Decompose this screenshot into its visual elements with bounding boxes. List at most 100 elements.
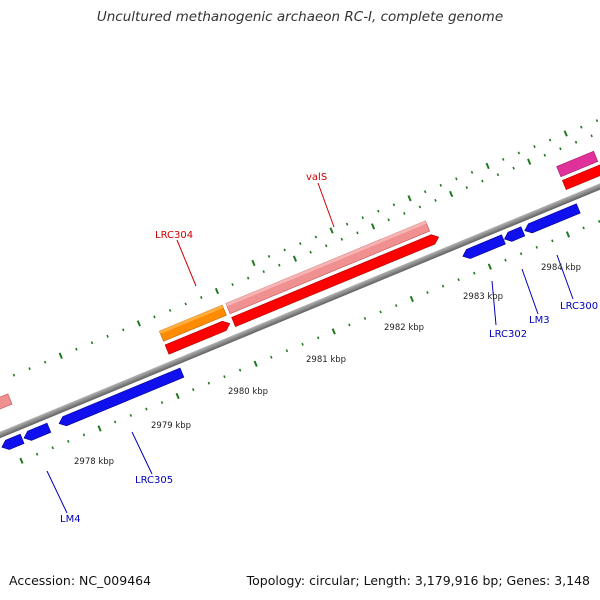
- tick-major: [563, 130, 568, 137]
- scale-label-2981: 2981 kbp: [306, 355, 346, 365]
- leader-lrc304: [176, 239, 197, 287]
- tick-minor: [262, 270, 265, 274]
- tick-major: [214, 287, 220, 295]
- scale-label-2983: 2983 kbp: [463, 292, 503, 302]
- tick-minor: [496, 173, 500, 177]
- gene-lrc302[interactable]: [461, 234, 506, 261]
- tick-minor: [379, 310, 382, 314]
- tick-minor: [283, 248, 286, 252]
- tick-major: [19, 457, 24, 464]
- tick-minor: [377, 209, 380, 213]
- label-vals[interactable]: valS: [306, 172, 327, 183]
- gene-lrc304-orange[interactable]: [158, 304, 227, 342]
- tick-minor: [481, 179, 484, 183]
- tick-row-inner: [19, 219, 600, 464]
- tick-minor: [439, 183, 443, 187]
- tick-major: [329, 227, 334, 234]
- label-lrc304[interactable]: LRC304: [155, 230, 193, 241]
- tick-minor: [423, 190, 427, 194]
- tick-minor: [270, 355, 273, 359]
- tick-major: [449, 190, 454, 198]
- scale-label-2978: 2978 kbp: [74, 457, 114, 467]
- gene-magenta[interactable]: [556, 150, 599, 178]
- tick-minor: [519, 252, 523, 256]
- leader-lrc305: [131, 431, 153, 475]
- tick-minor: [122, 328, 125, 332]
- genome-backbone: [0, 172, 600, 446]
- gene-vals-red[interactable]: [231, 232, 441, 328]
- tick-minor: [403, 211, 406, 215]
- tick-minor: [590, 134, 593, 138]
- tick-major: [331, 328, 336, 335]
- gene-lm4-blue[interactable]: [0, 433, 25, 452]
- tick-minor: [90, 341, 94, 345]
- tick-minor: [533, 144, 536, 149]
- tick-minor: [356, 231, 359, 235]
- label-lrc305[interactable]: LRC305: [135, 475, 173, 486]
- label-lrc302[interactable]: LRC302: [489, 329, 527, 340]
- tick-minor: [106, 334, 109, 338]
- tick-minor: [504, 258, 507, 262]
- tick-major: [527, 158, 532, 165]
- tick-major: [292, 255, 298, 262]
- tick-minor: [200, 295, 203, 300]
- leader-lrc300: [556, 254, 574, 300]
- genome-summary: Topology: circular; Length: 3,179,916 bp…: [246, 573, 590, 588]
- gene-lrc305-small[interactable]: [22, 422, 52, 443]
- tick-minor: [160, 401, 164, 405]
- tick-minor: [535, 245, 538, 249]
- gene-lrc300[interactable]: [523, 203, 581, 235]
- tick-minor: [43, 360, 47, 364]
- label-lrc300[interactable]: LRC300: [560, 301, 598, 312]
- tick-major: [487, 263, 492, 270]
- tick-minor: [457, 278, 460, 282]
- tick-minor: [426, 291, 429, 294]
- tick-minor: [153, 315, 156, 319]
- gene-lm4[interactable]: [0, 393, 13, 416]
- tick-minor: [113, 420, 117, 424]
- tick-minor: [559, 147, 562, 151]
- tick-minor: [223, 375, 226, 379]
- tick-minor: [238, 368, 242, 372]
- tick-major: [253, 360, 258, 367]
- tick-minor: [465, 186, 468, 189]
- tick-minor: [434, 198, 437, 202]
- tick-row-outer: [12, 134, 593, 377]
- gene-vals[interactable]: [225, 220, 431, 315]
- tick-major: [407, 195, 412, 202]
- tick-major: [175, 392, 180, 400]
- tick-minor: [207, 381, 211, 385]
- tick-major: [485, 162, 490, 170]
- tick-minor: [473, 271, 476, 275]
- tick-minor: [517, 151, 521, 155]
- tick-major: [370, 223, 376, 230]
- label-lm3[interactable]: LM3: [529, 315, 550, 326]
- gene-lrc304-red[interactable]: [164, 319, 232, 355]
- gene-lrc305[interactable]: [57, 367, 185, 428]
- leader-vals: [317, 182, 335, 228]
- gene-red-right[interactable]: [561, 146, 600, 191]
- tick-minor: [246, 276, 250, 280]
- tick-minor: [418, 205, 422, 209]
- tick-minor: [392, 203, 396, 207]
- tick-minor: [361, 216, 364, 220]
- tick-minor: [441, 284, 445, 288]
- accession-label: Accession: NC_009464: [9, 573, 152, 588]
- tick-minor: [301, 342, 304, 346]
- tick-minor: [394, 304, 398, 308]
- label-lm4[interactable]: LM4: [60, 514, 81, 525]
- tick-major: [409, 295, 414, 303]
- tick-minor: [231, 283, 234, 286]
- tick-minor: [12, 373, 16, 377]
- scale-label-2984: 2984 kbp: [541, 263, 581, 273]
- map-title: Uncultured methanogenic archaeon RC-I, c…: [96, 9, 504, 25]
- tick-minor: [314, 235, 318, 239]
- tick-minor: [548, 138, 552, 142]
- tick-minor: [512, 166, 515, 170]
- tick-minor: [285, 349, 289, 353]
- tick-minor: [574, 140, 578, 144]
- leader-lrc302: [491, 280, 497, 326]
- tick-minor: [324, 244, 328, 248]
- tick-minor: [192, 388, 195, 392]
- gene-lm3[interactable]: [502, 226, 526, 244]
